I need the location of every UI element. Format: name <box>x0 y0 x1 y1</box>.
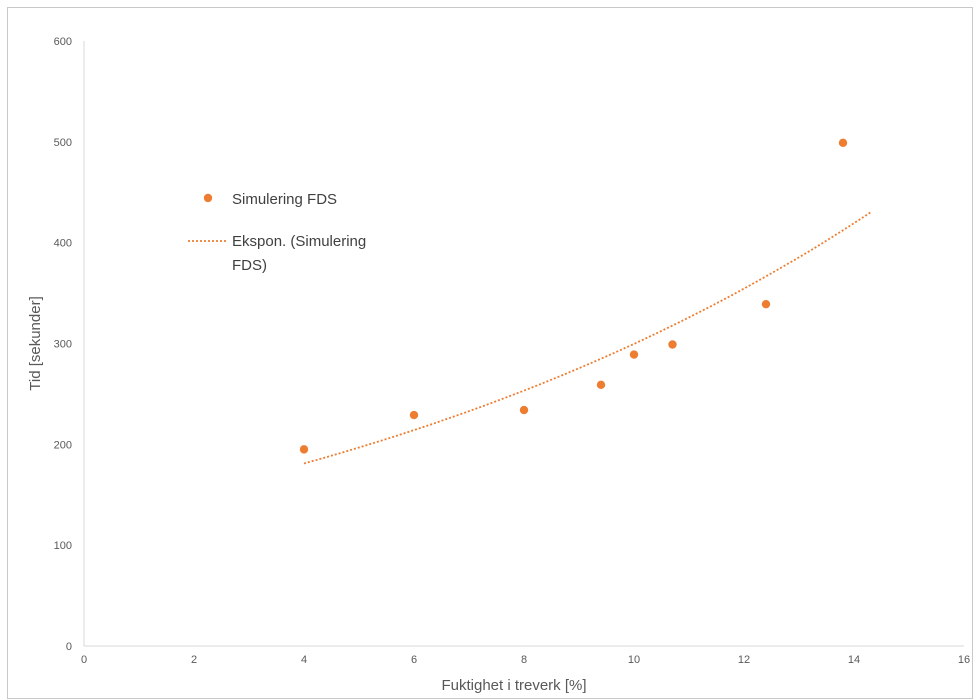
x-tick-label: 8 <box>521 654 527 666</box>
legend-label-trendline: Ekspon. (Simulering FDS) <box>232 233 366 274</box>
x-tick-label: 0 <box>81 654 87 666</box>
legend-label-simulering: Simulering FDS <box>232 191 337 208</box>
data-point <box>761 299 771 309</box>
legend-marker-simulering <box>203 193 213 203</box>
x-tick-label: 10 <box>628 654 640 666</box>
data-point <box>838 138 848 148</box>
x-tick-label: 12 <box>738 654 750 666</box>
data-point <box>409 410 419 420</box>
y-tick-label: 300 <box>54 339 72 351</box>
x-tick-label: 16 <box>958 654 970 666</box>
chart-frame <box>7 7 973 699</box>
y-axis-title: Tid [sekunder] <box>27 296 44 391</box>
y-tick-label: 200 <box>54 439 72 451</box>
x-tick-label: 6 <box>411 654 417 666</box>
x-tick-label: 2 <box>191 654 197 666</box>
data-point <box>299 445 309 454</box>
data-point <box>629 350 639 359</box>
y-tick-label: 400 <box>54 238 72 250</box>
data-point <box>519 405 529 415</box>
exponential-trendline <box>303 211 871 465</box>
x-tick-label: 14 <box>848 654 860 666</box>
data-point <box>668 340 677 349</box>
data-point <box>596 380 606 390</box>
x-tick-label: 4 <box>301 654 307 666</box>
y-tick-label: 500 <box>54 137 72 149</box>
x-axis-title: Fuktighet i treverk [%] <box>441 677 586 694</box>
y-tick-label: 600 <box>54 36 72 48</box>
y-tick-label: 0 <box>66 641 72 653</box>
y-tick-label: 100 <box>54 540 72 552</box>
